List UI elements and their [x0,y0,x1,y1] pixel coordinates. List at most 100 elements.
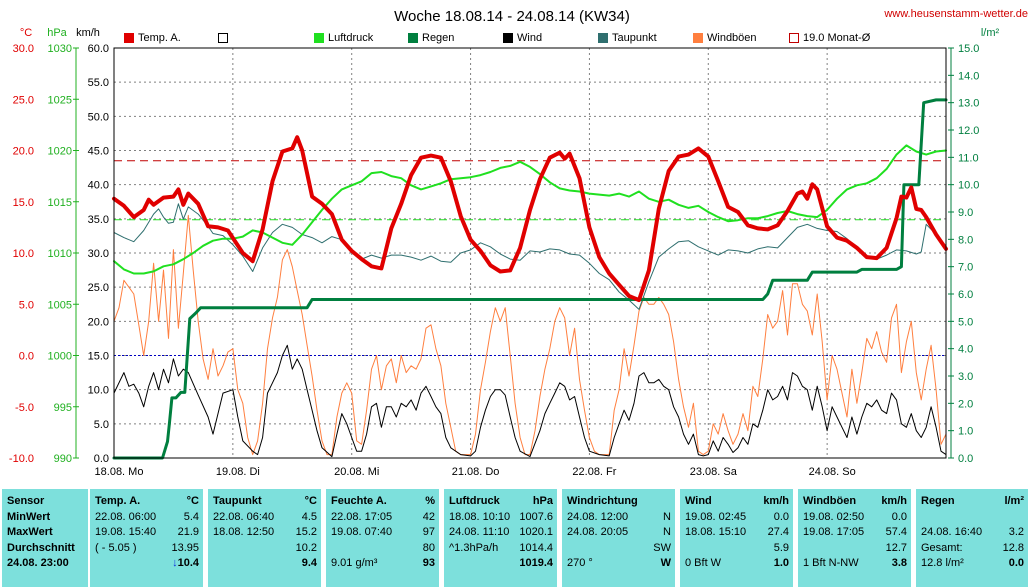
legend-temp[interactable]: Temp. A. [124,31,181,45]
winddir-max-time: 24.08. 20:05 [567,526,629,538]
website-label[interactable]: www.heusenstamm-wetter.de [883,8,1028,20]
rain-tick-label: 6.0 [958,289,973,301]
wind-tick-label: 60.0 [88,43,109,55]
pressure-max-value: 1020.1 [519,526,553,538]
gust-max-value: 57.4 [885,526,907,538]
temp-tick-label: 0.0 [19,351,34,363]
gust-avg-value: 12.7 [885,541,907,554]
pressure-tick-label: 995 [54,402,72,414]
legend-pressure[interactable]: Luftdruck [314,31,373,45]
dewpoint-title: Taupunkt [213,495,262,507]
gust-current: 3.8 [891,557,907,569]
rain-tick-label: 10.0 [958,180,979,192]
rain-axis-header: l/m² [981,27,1000,39]
rain-tick-label: 3.0 [958,371,973,383]
legend-wind[interactable]: Wind [503,31,542,45]
col-wind: Wind km/h 19.08. 02:45 0.0 18.08. 15:10 27.… [680,489,793,587]
legend-dewpoint-swatch [598,33,608,43]
rain-total-value: 12.8 [1002,541,1024,554]
wind-tick-label: 45.0 [88,146,109,158]
wind-min-value: 0.0 [773,510,789,523]
legend-empty-swatch [218,33,228,43]
rain-total-label: Gesamt: [921,541,963,554]
gust-title: Windböen [803,495,857,507]
col-pressure: Luftdruck hPa 18.08. 10:10 1007.6 24.08. 1… [444,489,557,587]
pressure-tick-label: 1010 [48,248,72,260]
temp-max-value: 21.9 [177,526,199,538]
pressure-tick-label: 1015 [48,197,72,209]
legend-dewpoint[interactable]: Taupunkt [598,31,657,45]
row-label-min: MinWert [7,510,51,523]
dewpoint-unit: °C [304,495,317,507]
temp-tick-label: 25.0 [13,94,34,106]
x-tick-label: 24.08. So [809,466,856,478]
legend-month-avg[interactable]: 19.0 Monat-Ø [789,31,870,45]
legend-pressure-label: Luftdruck [328,32,374,44]
x-tick-label: 18.08. Mo [95,466,144,478]
series-temp-a- [112,135,948,303]
legend-empty[interactable] [218,31,232,45]
wind-tick-label: 25.0 [88,282,109,294]
legend-rain[interactable]: Regen [408,31,454,45]
temp-tick-label: -10.0 [9,453,34,465]
temp-title: Temp. A. [95,495,141,507]
plot-area [112,47,948,460]
data-panel: Sensor MinWert MaxWert Durchschnitt 24.0… [0,489,1034,587]
temp-unit: °C [186,495,199,507]
humidity-avg-value: 80 [422,541,435,554]
legend-gust-swatch [693,33,703,43]
legend-rain-label: Regen [422,32,455,44]
pressure-min-value: 1007.6 [519,510,553,523]
pressure-tick-label: 1020 [48,146,72,158]
wind-min-time: 19.08. 02:45 [685,510,747,523]
rain-tick-label: 2.0 [958,398,973,410]
series-wind [113,344,947,458]
rain-unit: l/m² [1004,495,1024,507]
wind-max-value: 27.4 [767,526,789,538]
humidity-current: 93 [422,557,435,569]
rain-max-time: 24.08. 16:40 [921,526,983,538]
legend-gust-label: Windböen [707,32,757,44]
winddir-avg-value: SW [653,541,671,554]
pressure-tick-label: 990 [54,453,72,465]
sensor-title: Sensor [7,495,45,507]
rain-tick-label: 8.0 [958,234,973,246]
dewpoint-avg-value: 10.2 [295,541,317,554]
legend-gust[interactable]: Windböen [693,31,757,45]
temp-min-value: 5.4 [183,510,199,523]
dewpoint-current: 9.4 [301,557,317,569]
wind-tick-label: 35.0 [88,214,109,226]
humidity-min-time: 22.08. 17:05 [331,510,393,523]
current-time: 24.08. 23:00 [7,557,69,569]
x-tick-label: 20.08. Mi [334,466,379,478]
wind-tick-label: 0.0 [94,453,109,465]
temp-tick-label: 20.0 [13,146,34,158]
temp-current: 10.4 [177,557,199,569]
humidity-max-value: 97 [422,526,435,538]
rain-tick-label: 11.0 [958,152,979,164]
winddir-min-value: N [663,510,671,523]
temp-axis-header: °C [20,27,32,39]
x-tick-label: 22.08. Fr [572,466,616,478]
pressure-current: 1019.4 [519,557,553,569]
legend-wind-label: Wind [517,32,543,44]
temp-tick-label: 30.0 [13,43,34,55]
humidity-unit: % [425,495,435,507]
plot-border [113,47,947,459]
gust-min-time: 19.08. 02:50 [803,510,865,523]
trend-down-icon: ↓ [172,557,178,569]
gust-max-time: 19.08. 17:05 [803,526,865,538]
x-tick-label: 19.08. Di [216,466,260,478]
pressure-tick-label: 1005 [48,299,72,311]
pressure-unit: hPa [532,495,553,507]
wind-tick-label: 20.0 [88,316,109,328]
temp-max-time: 19.08. 15:40 [95,526,157,538]
col-gust: Windböen km/h 19.08. 02:50 0.0 19.08. 17:0… [798,489,911,587]
row-label-avg: Durchschnitt [7,541,75,554]
wind-tick-label: 55.0 [88,77,109,89]
pressure-tick-label: 1030 [48,43,72,55]
series-regen [112,98,948,460]
pressure-tick-label: 1000 [48,351,72,363]
wind-extra: 0 Bft W [685,557,722,569]
legend-wind-swatch [503,33,513,43]
